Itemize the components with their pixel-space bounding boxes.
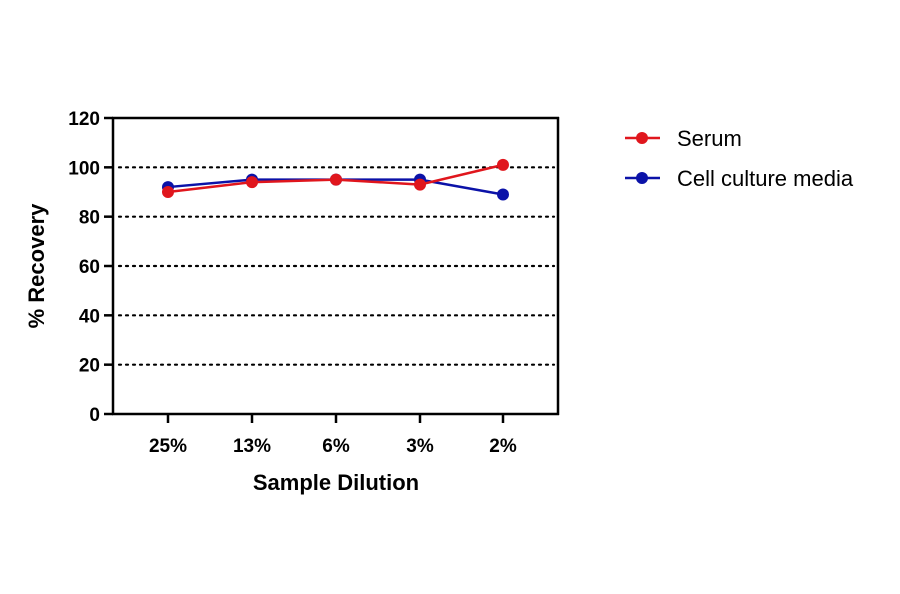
y-tick-label: 60 [79, 257, 100, 278]
y-tick-label: 80 [79, 208, 100, 229]
x-tick-label: 3% [406, 436, 434, 457]
y-tick-label: 100 [68, 158, 100, 179]
x-tick-label: 13% [233, 436, 271, 457]
data-point [497, 188, 509, 201]
legend-swatch-marker [636, 132, 648, 144]
legend-label: Serum [677, 126, 742, 151]
x-tick-label: 25% [149, 436, 187, 457]
data-point [330, 173, 342, 186]
series-1 [162, 158, 509, 198]
legend-item: Cell culture media [625, 166, 854, 191]
data-point [497, 158, 509, 171]
grid-lines [117, 166, 556, 366]
legend-item: Serum [625, 126, 742, 151]
x-ticks: 25% 13% 6% 3% 2% [149, 414, 517, 457]
y-ticks: 0 20 40 60 80 100 120 [68, 109, 113, 426]
data-point [414, 178, 426, 191]
y-tick-label: 0 [89, 405, 100, 426]
y-axis-title: % Recovery [24, 203, 49, 329]
series [162, 158, 509, 201]
x-axis-title: Sample Dilution [253, 470, 419, 495]
legend-label: Cell culture media [677, 166, 854, 191]
x-tick-label: 2% [489, 436, 517, 457]
x-tick-label: 6% [322, 436, 350, 457]
y-tick-label: 40 [79, 306, 100, 327]
y-tick-label: 120 [68, 109, 100, 130]
legend-swatch-marker [636, 172, 648, 184]
legend: Serum Cell culture media [625, 126, 854, 191]
data-point [246, 176, 258, 189]
data-point [162, 186, 174, 198]
y-tick-label: 20 [79, 356, 100, 377]
